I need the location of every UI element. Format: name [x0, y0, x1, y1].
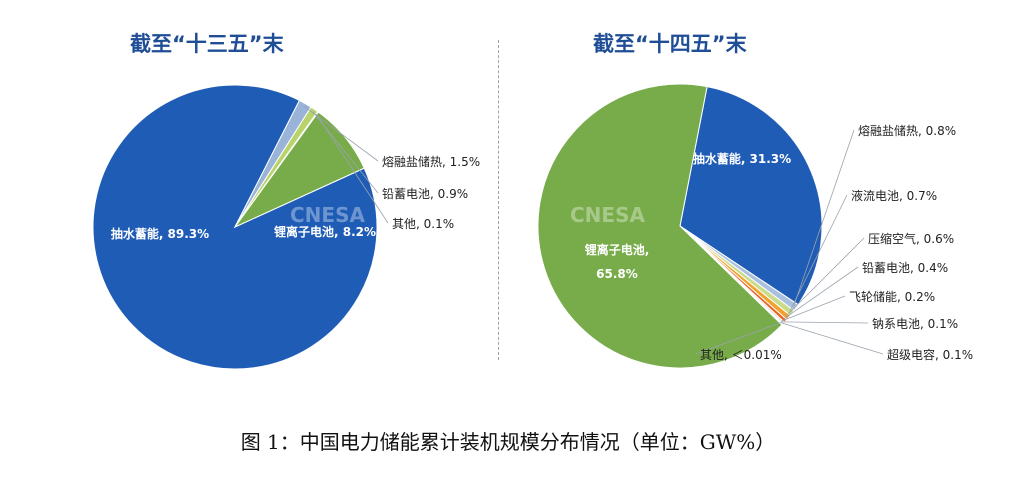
leader-line-钠系电池 [780, 321, 869, 324]
leader-line-压缩空气 [786, 237, 865, 317]
slice-label-钠系电池: 钠系电池, 0.1% [872, 316, 958, 331]
slice-label-压缩空气: 压缩空气, 0.6% [868, 231, 954, 246]
pie-charts-canvas: CNESA 抽水蓄能, 89.3% 锂离子电池, 8.2% 熔融盐储热, 1.5% 铅蓄… [92, 83, 973, 370]
slice-label-锂离子电池: 锂离子电池, 65.8% [585, 242, 650, 281]
pie-slice-抽水蓄能 [679, 86, 823, 306]
leader-line-飞轮储能 [781, 295, 846, 322]
figure-caption: 图 1：中国电力储能累计装机规模分布情况（单位：GW%） [240, 430, 776, 454]
slice-label-熔融盐储热: 熔融盐储热, 1.5% [382, 154, 480, 169]
leader-line-液流电池 [789, 194, 848, 312]
slice-label-抽水蓄能: 抽水蓄能, 89.3% [111, 226, 209, 241]
leader-line-熔融盐储热 [303, 105, 379, 162]
cnesa-watermark: CNESA [290, 203, 365, 227]
leader-line-铅蓄电池 [783, 266, 859, 320]
pie-chart-right: CNESA 抽水蓄能, 31.3% 锂离子电池, 65.8% 熔融盐储热, 0.8% 液流… [537, 83, 973, 369]
cnesa-watermark: CNESA [570, 203, 645, 227]
slice-label-飞轮储能: 飞轮储能, 0.2% [849, 289, 935, 304]
slice-label-其他: 其他, 0.1% [392, 217, 454, 231]
chart-divider [498, 40, 499, 360]
slice-label-熔融盐储热: 熔融盐储热, 0.8% [858, 123, 956, 138]
pie-slice-锂离子电池 [233, 111, 365, 229]
leader-line-其他 [695, 322, 781, 355]
leader-line-其他 [316, 113, 389, 224]
slice-label-铅蓄电池: 铅蓄电池, 0.4% [862, 261, 948, 275]
slice-label-抽水蓄能: 抽水蓄能, 31.3% [693, 151, 791, 166]
slice-label-其他: 其他, ＜0.01% [700, 348, 782, 362]
pie-chart-left: CNESA 抽水蓄能, 89.3% 锂离子电池, 8.2% 熔融盐储热, 1.5% 铅蓄… [92, 84, 480, 370]
leader-line-熔融盐储热 [793, 129, 855, 307]
slice-label-铅蓄电池: 铅蓄电池, 0.9% [382, 187, 468, 201]
pie-slice-锂离子电池 [537, 83, 783, 369]
left-chart-title: 截至“十三五”末 [130, 32, 284, 56]
leader-line-超级电容 [780, 322, 884, 355]
slice-label-锂离子电池: 锂离子电池, 8.2% [274, 224, 376, 239]
right-chart-title: 截至“十四五”末 [593, 32, 747, 56]
slice-label-超级电容: 超级电容, 0.1% [887, 347, 973, 362]
slice-label-液流电池: 液流电池, 0.7% [851, 188, 937, 203]
